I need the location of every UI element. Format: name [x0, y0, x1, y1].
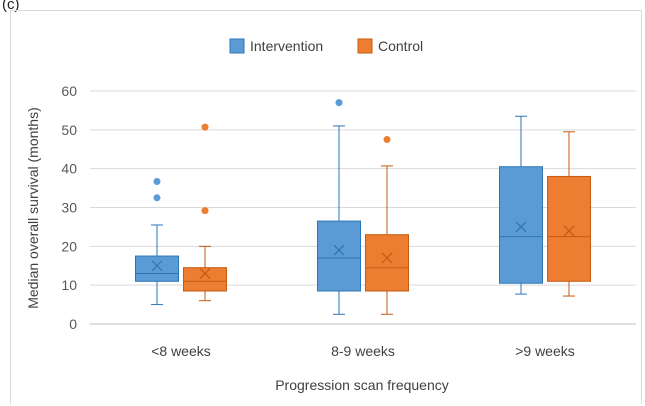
x-tick-label: <8 weeks	[151, 343, 211, 359]
legend: Intervention Control	[229, 38, 423, 54]
y-tick-label: 50	[61, 122, 77, 138]
box-control-2	[547, 131, 591, 297]
box-body	[135, 255, 179, 282]
mean-marker	[381, 252, 393, 264]
box-intervention-1	[317, 99, 361, 315]
mean-marker	[199, 268, 211, 279]
outlier-point	[153, 177, 161, 185]
box-body	[499, 166, 543, 284]
mean-marker	[515, 221, 527, 233]
y-tick-label: 0	[69, 316, 77, 332]
gridlines	[90, 90, 636, 325]
box-body	[183, 267, 227, 292]
box-intervention-0	[135, 177, 179, 306]
box-series	[135, 99, 591, 315]
outlier-point	[335, 99, 343, 107]
box-body	[365, 234, 409, 292]
legend-label-control: Control	[378, 38, 423, 54]
mean-marker	[151, 260, 163, 272]
mean-marker	[333, 244, 345, 256]
outlier-point	[201, 207, 209, 215]
y-axis-ticks: 0 10 20 30 40 50 60	[61, 83, 77, 332]
panel-label: (c)	[2, 0, 20, 13]
legend-swatch-control	[357, 38, 373, 54]
x-axis-label: Progression scan frequency	[275, 377, 449, 393]
box-body	[317, 220, 361, 292]
outlier-point	[383, 136, 391, 144]
y-tick-label: 40	[61, 161, 77, 177]
x-tick-label: 8-9 weeks	[331, 343, 395, 359]
chart-frame	[10, 10, 642, 404]
box-intervention-2	[499, 115, 543, 295]
y-tick-label: 20	[61, 238, 77, 254]
box-body	[547, 175, 591, 282]
x-tick-label: >9 weeks	[515, 343, 575, 359]
y-axis-label: Median overall survival (months)	[25, 107, 41, 309]
outlier-point	[201, 123, 209, 131]
outlier-point	[153, 194, 161, 202]
box-control-0	[183, 123, 227, 302]
y-tick-label: 30	[61, 200, 77, 216]
legend-swatch-intervention	[229, 38, 245, 54]
x-axis-ticks: <8 weeks 8-9 weeks >9 weeks	[151, 343, 575, 359]
y-tick-label: 60	[61, 83, 77, 99]
mean-marker	[563, 225, 575, 237]
box-control-1	[365, 136, 409, 315]
y-tick-label: 10	[61, 277, 77, 293]
legend-label-intervention: Intervention	[250, 38, 323, 54]
